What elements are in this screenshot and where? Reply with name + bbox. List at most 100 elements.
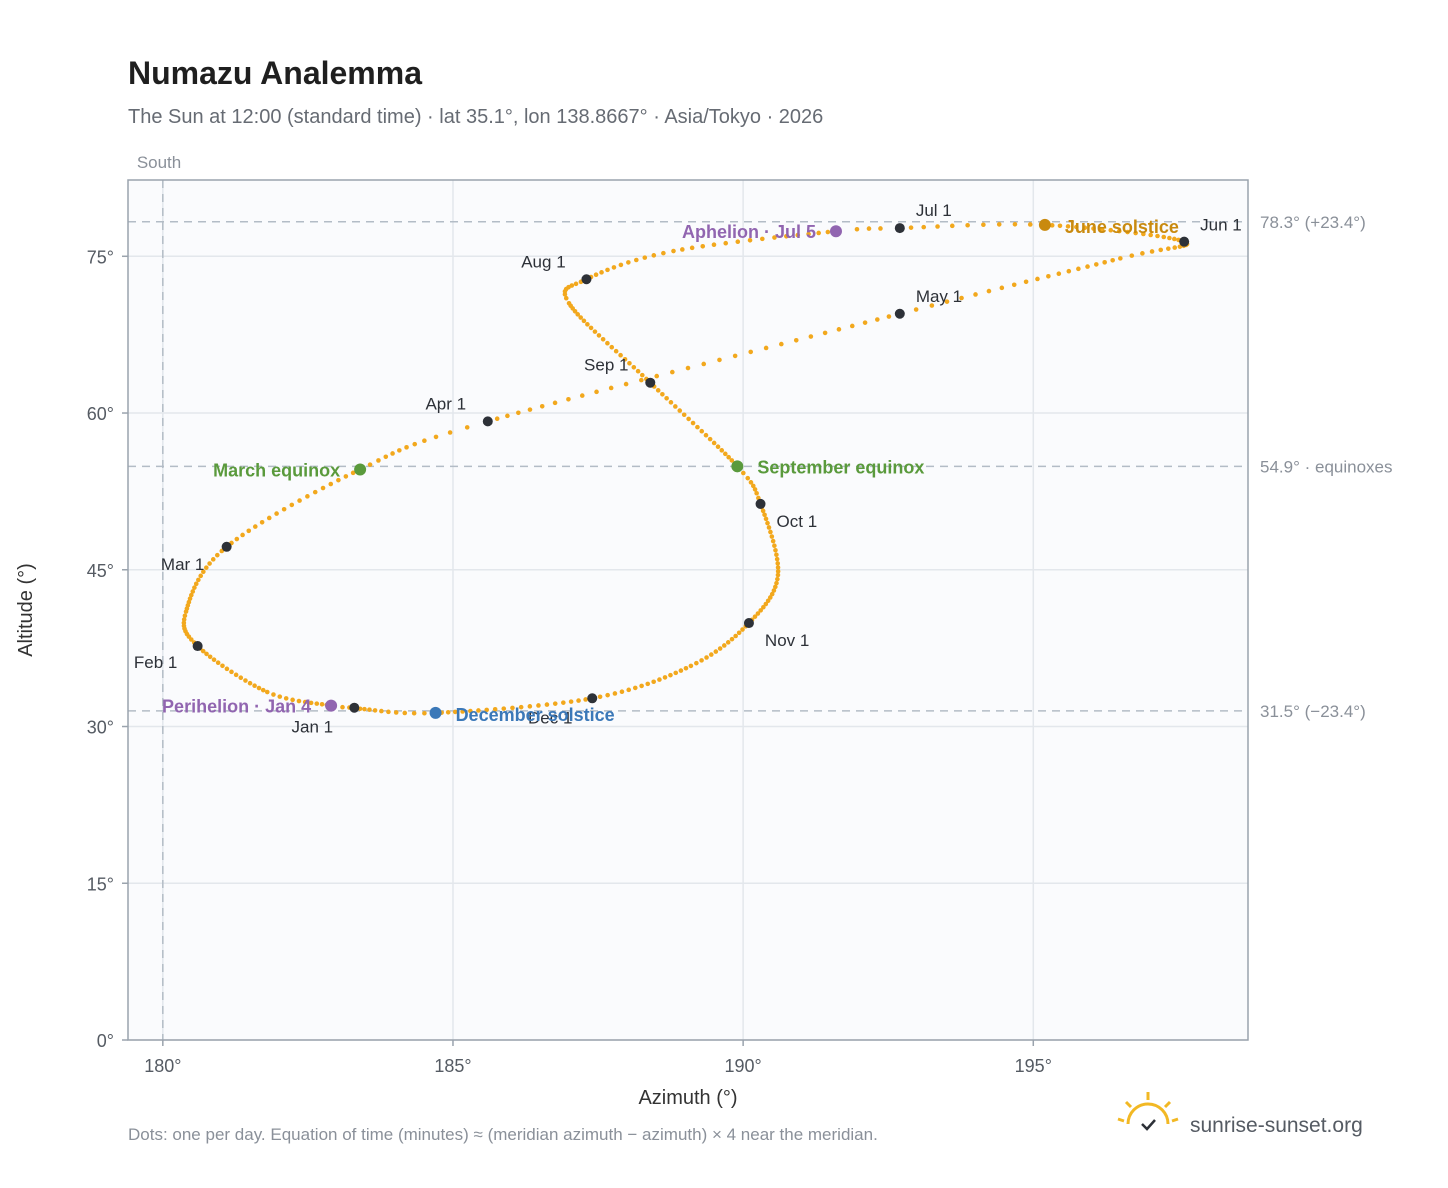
- event-marker: [829, 225, 842, 238]
- x-tick-label: 180°: [144, 1056, 181, 1076]
- daily-sun-dot: [412, 441, 418, 447]
- daily-sun-dot: [1129, 253, 1135, 258]
- daily-sun-dot: [657, 677, 662, 682]
- brand-link[interactable]: sunrise-sunset.org: [1190, 1114, 1363, 1137]
- y-tick-label: 45°: [87, 561, 114, 581]
- event-label: September equinox: [757, 457, 924, 477]
- daily-sun-dot: [190, 589, 196, 594]
- daily-sun-dot: [723, 240, 729, 246]
- daily-sun-dot: [594, 389, 599, 395]
- daily-sun-dot: [701, 361, 707, 367]
- daily-sun-dot: [719, 448, 725, 453]
- daily-sun-dot: [699, 658, 704, 663]
- daily-sun-dot: [981, 222, 986, 228]
- daily-sun-dot: [854, 226, 860, 232]
- daily-sun-dot: [766, 525, 772, 530]
- daily-sun-dot: [655, 388, 661, 393]
- daily-sun-dot: [668, 400, 674, 405]
- daily-sun-dot: [866, 226, 872, 231]
- daily-sun-dot: [660, 391, 665, 397]
- daily-sun-dot: [259, 519, 265, 525]
- daily-sun-dot: [260, 687, 266, 693]
- daily-sun-dot: [639, 377, 644, 383]
- daily-sun-dot: [772, 543, 777, 549]
- daily-sun-dot: [634, 257, 639, 263]
- daily-sun-dot: [484, 707, 490, 713]
- daily-sun-dot: [336, 477, 341, 483]
- brand-name[interactable]: sunrise-sunset.org: [1190, 1114, 1363, 1137]
- daily-sun-dot: [784, 233, 789, 239]
- analemma-path: [181, 221, 1190, 716]
- month-markers: Jan 1 Feb 1 Mar 1 Apr 1 May 1 Jun 1 Jul 1 Aug 1…: [134, 201, 1242, 737]
- daily-sun-dot: [210, 557, 216, 562]
- daily-sun-dot: [592, 329, 598, 334]
- daily-sun-dot: [741, 470, 746, 476]
- daily-sun-dot: [505, 413, 510, 419]
- daily-sun-dot: [717, 646, 723, 651]
- daily-sun-dot: [775, 569, 781, 574]
- daily-sun-dot: [252, 683, 257, 689]
- daily-sun-dot: [593, 272, 599, 278]
- daily-sun-dot: [220, 663, 225, 669]
- daily-sun-dot: [763, 601, 769, 607]
- daily-sun-dot: [476, 708, 481, 713]
- daily-sun-dot: [774, 552, 779, 558]
- daily-sun-dot: [1161, 234, 1167, 240]
- daily-sun-dot: [639, 683, 644, 689]
- daily-sun-dot: [539, 403, 545, 409]
- daily-sun-dot: [256, 685, 262, 691]
- daily-sun-dot: [404, 445, 409, 450]
- daily-sun-dot: [661, 250, 666, 256]
- daily-sun-dot: [578, 315, 583, 320]
- daily-sun-dot: [763, 516, 769, 522]
- daily-sun-dot: [1172, 236, 1177, 242]
- daily-sun-dot: [568, 699, 574, 704]
- daily-sun-dot: [1166, 246, 1171, 251]
- daily-sun-dot: [836, 327, 842, 332]
- daily-sun-dot: [207, 654, 213, 660]
- daily-sun-dot: [596, 333, 602, 338]
- daily-sun-dot: [201, 569, 206, 575]
- daily-sun-dot: [694, 660, 699, 666]
- x-tick-label: 195°: [1015, 1056, 1052, 1076]
- daily-sun-dot: [775, 565, 781, 570]
- daily-sun-dot: [929, 303, 935, 308]
- daily-sun-dot: [771, 588, 777, 593]
- month-marker: [645, 377, 656, 388]
- daily-sun-dot: [754, 490, 759, 496]
- daily-sun-dot: [215, 552, 220, 558]
- daily-sun-dot: [631, 364, 637, 370]
- daily-sun-dot: [1023, 279, 1029, 285]
- daily-sun-dot: [573, 281, 579, 287]
- daily-sun-dot: [452, 709, 458, 715]
- daily-sun-dot: [750, 483, 756, 489]
- daily-sun-dot: [1158, 247, 1164, 253]
- x-tick-label: 190°: [725, 1056, 762, 1076]
- daily-sun-dot: [1118, 256, 1123, 261]
- event-label: June solstice: [1065, 217, 1179, 237]
- daily-sun-dot: [516, 410, 521, 416]
- event-marker: [731, 460, 744, 473]
- daily-sun-dot: [283, 696, 289, 701]
- event-marker: [1038, 218, 1051, 231]
- daily-sun-dot: [651, 253, 657, 258]
- daily-sun-dot: [762, 512, 767, 518]
- daily-sun-dot: [579, 393, 585, 398]
- daily-sun-dot: [271, 692, 276, 697]
- daily-sun-dot: [204, 565, 209, 570]
- daily-sun-dot: [314, 701, 320, 706]
- daily-sun-dot: [296, 698, 302, 704]
- daily-sun-dot: [362, 706, 367, 712]
- daily-sun-dot: [768, 529, 773, 535]
- daily-sun-dot: [289, 502, 295, 508]
- daily-sun-dot: [774, 580, 779, 586]
- daily-sun-dot: [1167, 235, 1172, 241]
- daily-sun-dot: [740, 627, 745, 632]
- daily-sun-dot: [181, 620, 187, 626]
- x-tick-label: 185°: [434, 1056, 471, 1076]
- daily-sun-dot: [619, 689, 625, 694]
- daily-sun-dot: [581, 318, 587, 324]
- daily-sun-dot: [662, 675, 668, 680]
- month-marker: [349, 702, 360, 713]
- daily-sun-dot: [640, 372, 645, 378]
